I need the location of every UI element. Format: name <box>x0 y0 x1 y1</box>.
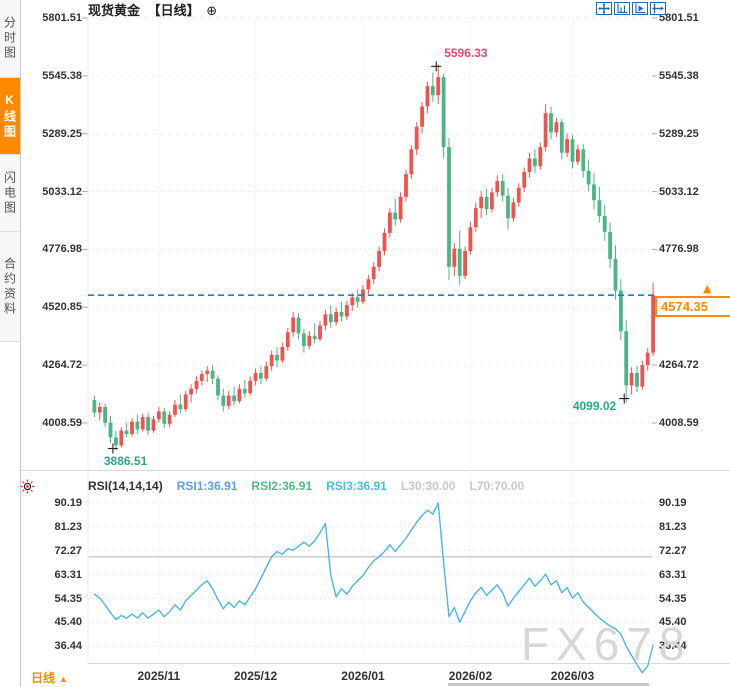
symbol-name: 现货黄金 <box>88 3 141 18</box>
pan-right-icon[interactable] <box>650 2 666 15</box>
rsi-axis-label: 81.23 <box>54 520 82 533</box>
x-axis-label: 2026/02 <box>448 669 493 683</box>
rsi-indicator-header: RSI(14,14,14) RSI1:36.91 RSI2:36.91 RSI3:3… <box>88 477 552 494</box>
rsi-axis-label: 63.31 <box>659 568 687 581</box>
price-axis-label: 5801.51 <box>659 12 699 24</box>
rsi-axis-label: 72.27 <box>54 544 82 557</box>
rsi-axis-label: 36.44 <box>54 640 82 653</box>
low-price-label-1: 3886.51 <box>103 453 148 468</box>
axis-play-icon[interactable] <box>632 2 648 15</box>
chart-type-sidebar: 分时图 K线图 闪电图 合约资料 <box>0 0 21 687</box>
price-axis-label: 4264.72 <box>659 359 699 372</box>
rsi-axis-label: 90.19 <box>659 497 687 509</box>
rsi-axis-label: 90.19 <box>54 497 82 509</box>
x-axis-label: 2025/11 <box>137 669 181 683</box>
watermark: FX678 <box>521 618 692 670</box>
price-axis-label: 4520.85 <box>42 301 82 314</box>
horizontal-scrollbar[interactable] <box>448 683 649 686</box>
price-axis-label: 5545.38 <box>659 69 699 82</box>
rsi-axis-label: 54.35 <box>54 592 82 605</box>
zoom-axis-icon[interactable] <box>614 2 630 15</box>
last-price-box: 4574.35 <box>655 296 730 317</box>
high-price-label: 5596.33 <box>444 46 488 61</box>
rsi-legend-item: L70:70.00 <box>469 478 525 493</box>
chevron-up-icon: ▲ <box>59 674 68 684</box>
indicator-settings-icon[interactable] <box>20 479 35 494</box>
sidebar-tab-time-chart[interactable]: 分时图 <box>0 0 20 78</box>
interval-tag[interactable]: 【日线】 <box>147 3 200 18</box>
interval-selector[interactable]: 日线 ▲ <box>31 669 68 686</box>
rsi-legend-item: RSI2:36.91 <box>251 478 313 493</box>
price-axis-label: 4008.59 <box>659 417 699 429</box>
rsi-axis-label: 36.44 <box>659 640 687 653</box>
price-axis-label: 5801.51 <box>42 12 82 24</box>
sidebar-tab-kline-chart[interactable]: K线图 <box>0 78 20 155</box>
rsi-legend-item: L30:30.00 <box>400 478 456 493</box>
rsi-axis-label: 45.40 <box>54 616 82 629</box>
price-axis-label: 5289.25 <box>42 127 82 140</box>
x-axis-label: 2026/01 <box>341 669 385 683</box>
price-axis-label: 5289.25 <box>659 127 699 140</box>
price-axis-label: 5545.38 <box>42 69 82 82</box>
sidebar-tab-contract-info[interactable]: 合约资料 <box>0 232 20 342</box>
rsi-axis-label: 54.35 <box>659 592 687 605</box>
x-axis-label: 2026/03 <box>550 669 595 683</box>
up-arrow-icon: ▲ <box>703 282 712 295</box>
chart-title: 现货黄金 【日线】 ⊕ <box>88 0 218 18</box>
price-axis-label: 4008.59 <box>42 417 82 429</box>
rsi-legend-item: RSI3:36.91 <box>326 478 387 493</box>
rsi-indicator-name: RSI(14,14,14) <box>88 478 163 493</box>
price-axis-label: 5033.12 <box>659 185 699 198</box>
rsi-legend-item: RSI1:36.91 <box>176 478 238 493</box>
rsi-axis-label: 63.31 <box>54 568 82 581</box>
x-axis-label: 2025/12 <box>233 669 278 683</box>
price-axis-label: 5033.12 <box>42 185 82 198</box>
rsi-axis-label: 45.40 <box>659 616 687 629</box>
price-axis-label: 4264.72 <box>42 359 82 372</box>
rsi-axis-label: 72.27 <box>659 544 687 557</box>
crosshair-icon[interactable] <box>596 2 612 15</box>
add-indicator-icon[interactable]: ⊕ <box>206 3 218 18</box>
chart-toolbar <box>596 2 666 15</box>
interval-selector-label: 日线 <box>31 671 56 685</box>
sidebar-tab-lightning-chart[interactable]: 闪电图 <box>0 155 20 232</box>
low-price-label-2: 4099.02 <box>572 398 617 413</box>
rsi-legend: RSI1:36.91 RSI2:36.91 RSI3:36.91 L30:30.00 L… <box>177 479 539 493</box>
price-axis-label: 4776.98 <box>659 243 699 256</box>
rsi-axis-label: 81.23 <box>659 520 687 533</box>
price-axis-label: 4776.98 <box>42 243 82 256</box>
